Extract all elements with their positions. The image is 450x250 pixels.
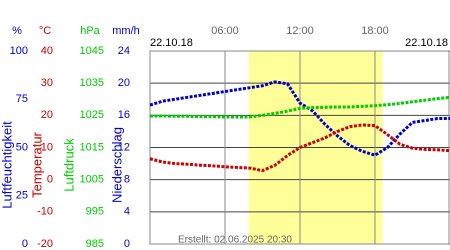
x-tick-label: 06:00 (211, 25, 239, 37)
axis-title: Temperatur (29, 131, 44, 197)
y-tick-label: 1025 (80, 109, 104, 121)
y-tick-label: 75 (16, 93, 28, 105)
y-tick-label: 985 (86, 238, 104, 250)
x-tick-label: 18:00 (361, 25, 389, 37)
axis-title: Luftdruck (61, 138, 76, 192)
y-tick-label: 1005 (80, 174, 104, 186)
y-tick-label: 12 (118, 141, 130, 153)
x-tick-label: 12:00 (286, 25, 314, 37)
series-line (150, 95, 450, 119)
axis-unit: °C (39, 25, 51, 37)
date-right: 22.10.18 (405, 37, 448, 49)
y-tick-label: 20 (118, 77, 130, 89)
y-tick-label: 0 (124, 238, 130, 250)
y-tick-label: 0 (22, 238, 28, 250)
y-tick-label: 100 (10, 45, 28, 57)
y-tick-label: 995 (86, 206, 104, 218)
y-tick-label: 20 (41, 109, 53, 121)
y-tick-label: 1015 (80, 141, 104, 153)
axis-title: Luftfeuchtigkeit (0, 121, 14, 209)
y-tick-label: 10 (41, 141, 53, 153)
axis-unit: % (12, 25, 22, 37)
y-tick-label: 25 (16, 190, 28, 202)
y-tick-label: 1045 (80, 45, 104, 57)
y-tick-label: 8 (124, 174, 130, 186)
y-tick-label: 40 (41, 45, 53, 57)
axis-title: Niederschlag (109, 127, 124, 203)
plot-frame (149, 50, 450, 245)
y-tick-label: 4 (124, 206, 130, 218)
y-tick-label: -20 (37, 238, 53, 250)
axis-unit: hPa (80, 25, 100, 37)
y-tick-label: 0 (47, 174, 53, 186)
footer: Erstellt: 02.06.2025 20:30 (178, 235, 292, 246)
y-tick-label: 24 (118, 45, 130, 57)
y-tick-label: 30 (41, 77, 53, 89)
y-tick-label: 50 (16, 141, 28, 153)
axis-unit: mm/h (112, 25, 140, 37)
y-tick-label: -10 (37, 206, 53, 218)
series-line (149, 80, 450, 157)
y-tick-label: 16 (118, 109, 130, 121)
date-left: 22.10.18 (150, 37, 193, 49)
y-tick-label: 1035 (80, 77, 104, 89)
series-line (149, 123, 450, 173)
